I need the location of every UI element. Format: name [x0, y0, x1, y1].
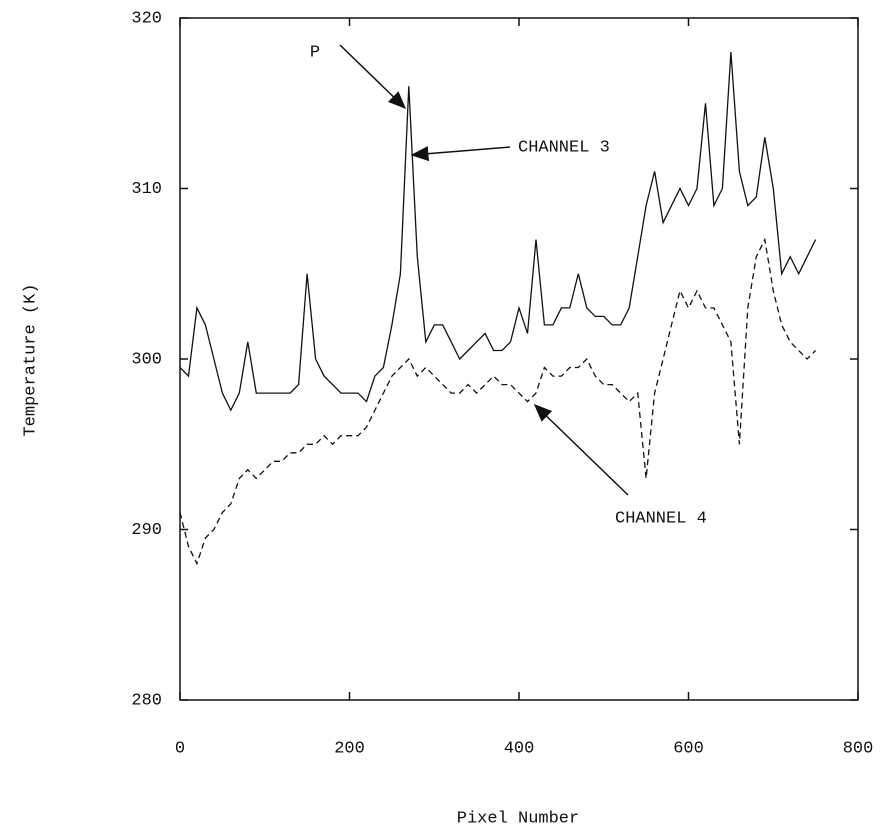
x-tick-label: 200: [334, 739, 365, 758]
x-tick-label: 600: [673, 739, 704, 758]
x-axis-label: Pixel Number: [457, 809, 579, 828]
data-line: [179, 237, 817, 566]
arrow: [339, 44, 407, 110]
arrow: [410, 146, 511, 162]
annotation: P: [310, 43, 320, 62]
x-tick-label: 0: [175, 739, 185, 758]
y-tick-label: 310: [131, 180, 162, 199]
plot-frame: [179, 17, 859, 701]
arrow: [533, 403, 629, 496]
series-label: CHANNEL 4: [615, 509, 707, 528]
y-tick-label: 320: [131, 9, 162, 28]
data-line: [179, 52, 817, 412]
y-axis-label: Temperature (K): [21, 283, 40, 436]
y-tick-label: 280: [131, 691, 162, 710]
y-tick-label: 300: [131, 350, 162, 369]
y-tick-label: 290: [131, 521, 162, 540]
x-tick-label: 400: [504, 739, 535, 758]
series-label: CHANNEL 3: [518, 138, 610, 157]
x-tick-label: 800: [843, 739, 874, 758]
